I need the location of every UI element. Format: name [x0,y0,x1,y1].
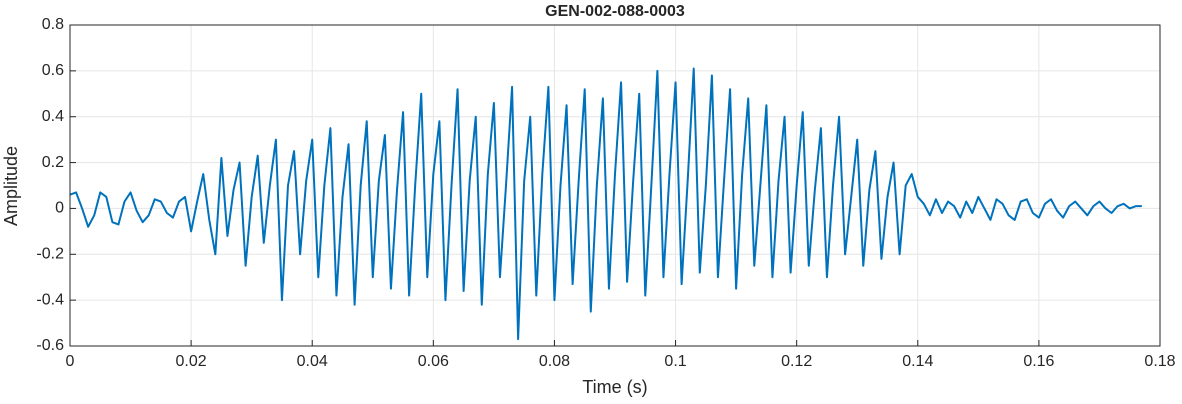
x-tick-label: 0.08 [539,353,570,370]
chart-title: GEN-002-088-0003 [545,3,685,20]
y-tick-label: 0.8 [42,16,64,33]
x-tick-label: 0.16 [1023,353,1054,370]
y-tick-label: -0.6 [36,337,64,354]
y-tick-label: 0.4 [42,108,64,125]
x-tick-label: 0.06 [418,353,449,370]
plot-frame [69,24,1161,347]
y-tick-label: -0.2 [36,246,64,263]
y-tick-label: 0 [55,200,64,217]
x-tick-label: 0.1 [664,353,686,370]
data-line [69,67,1142,341]
x-axis-label: Time (s) [582,377,647,397]
x-tick-label: 0.18 [1144,353,1175,370]
x-tick-label: 0.02 [176,353,207,370]
x-tick-label: 0.12 [781,353,812,370]
y-tick-label: -0.4 [36,291,64,308]
x-tick-label: 0.04 [297,353,328,370]
y-tick-label: 0.6 [42,62,64,79]
y-axis-label: Amplitude [1,146,21,226]
x-tick-label: 0.14 [902,353,933,370]
y-tick-label: 0.2 [42,154,64,171]
x-tick-label: 0 [66,353,75,370]
